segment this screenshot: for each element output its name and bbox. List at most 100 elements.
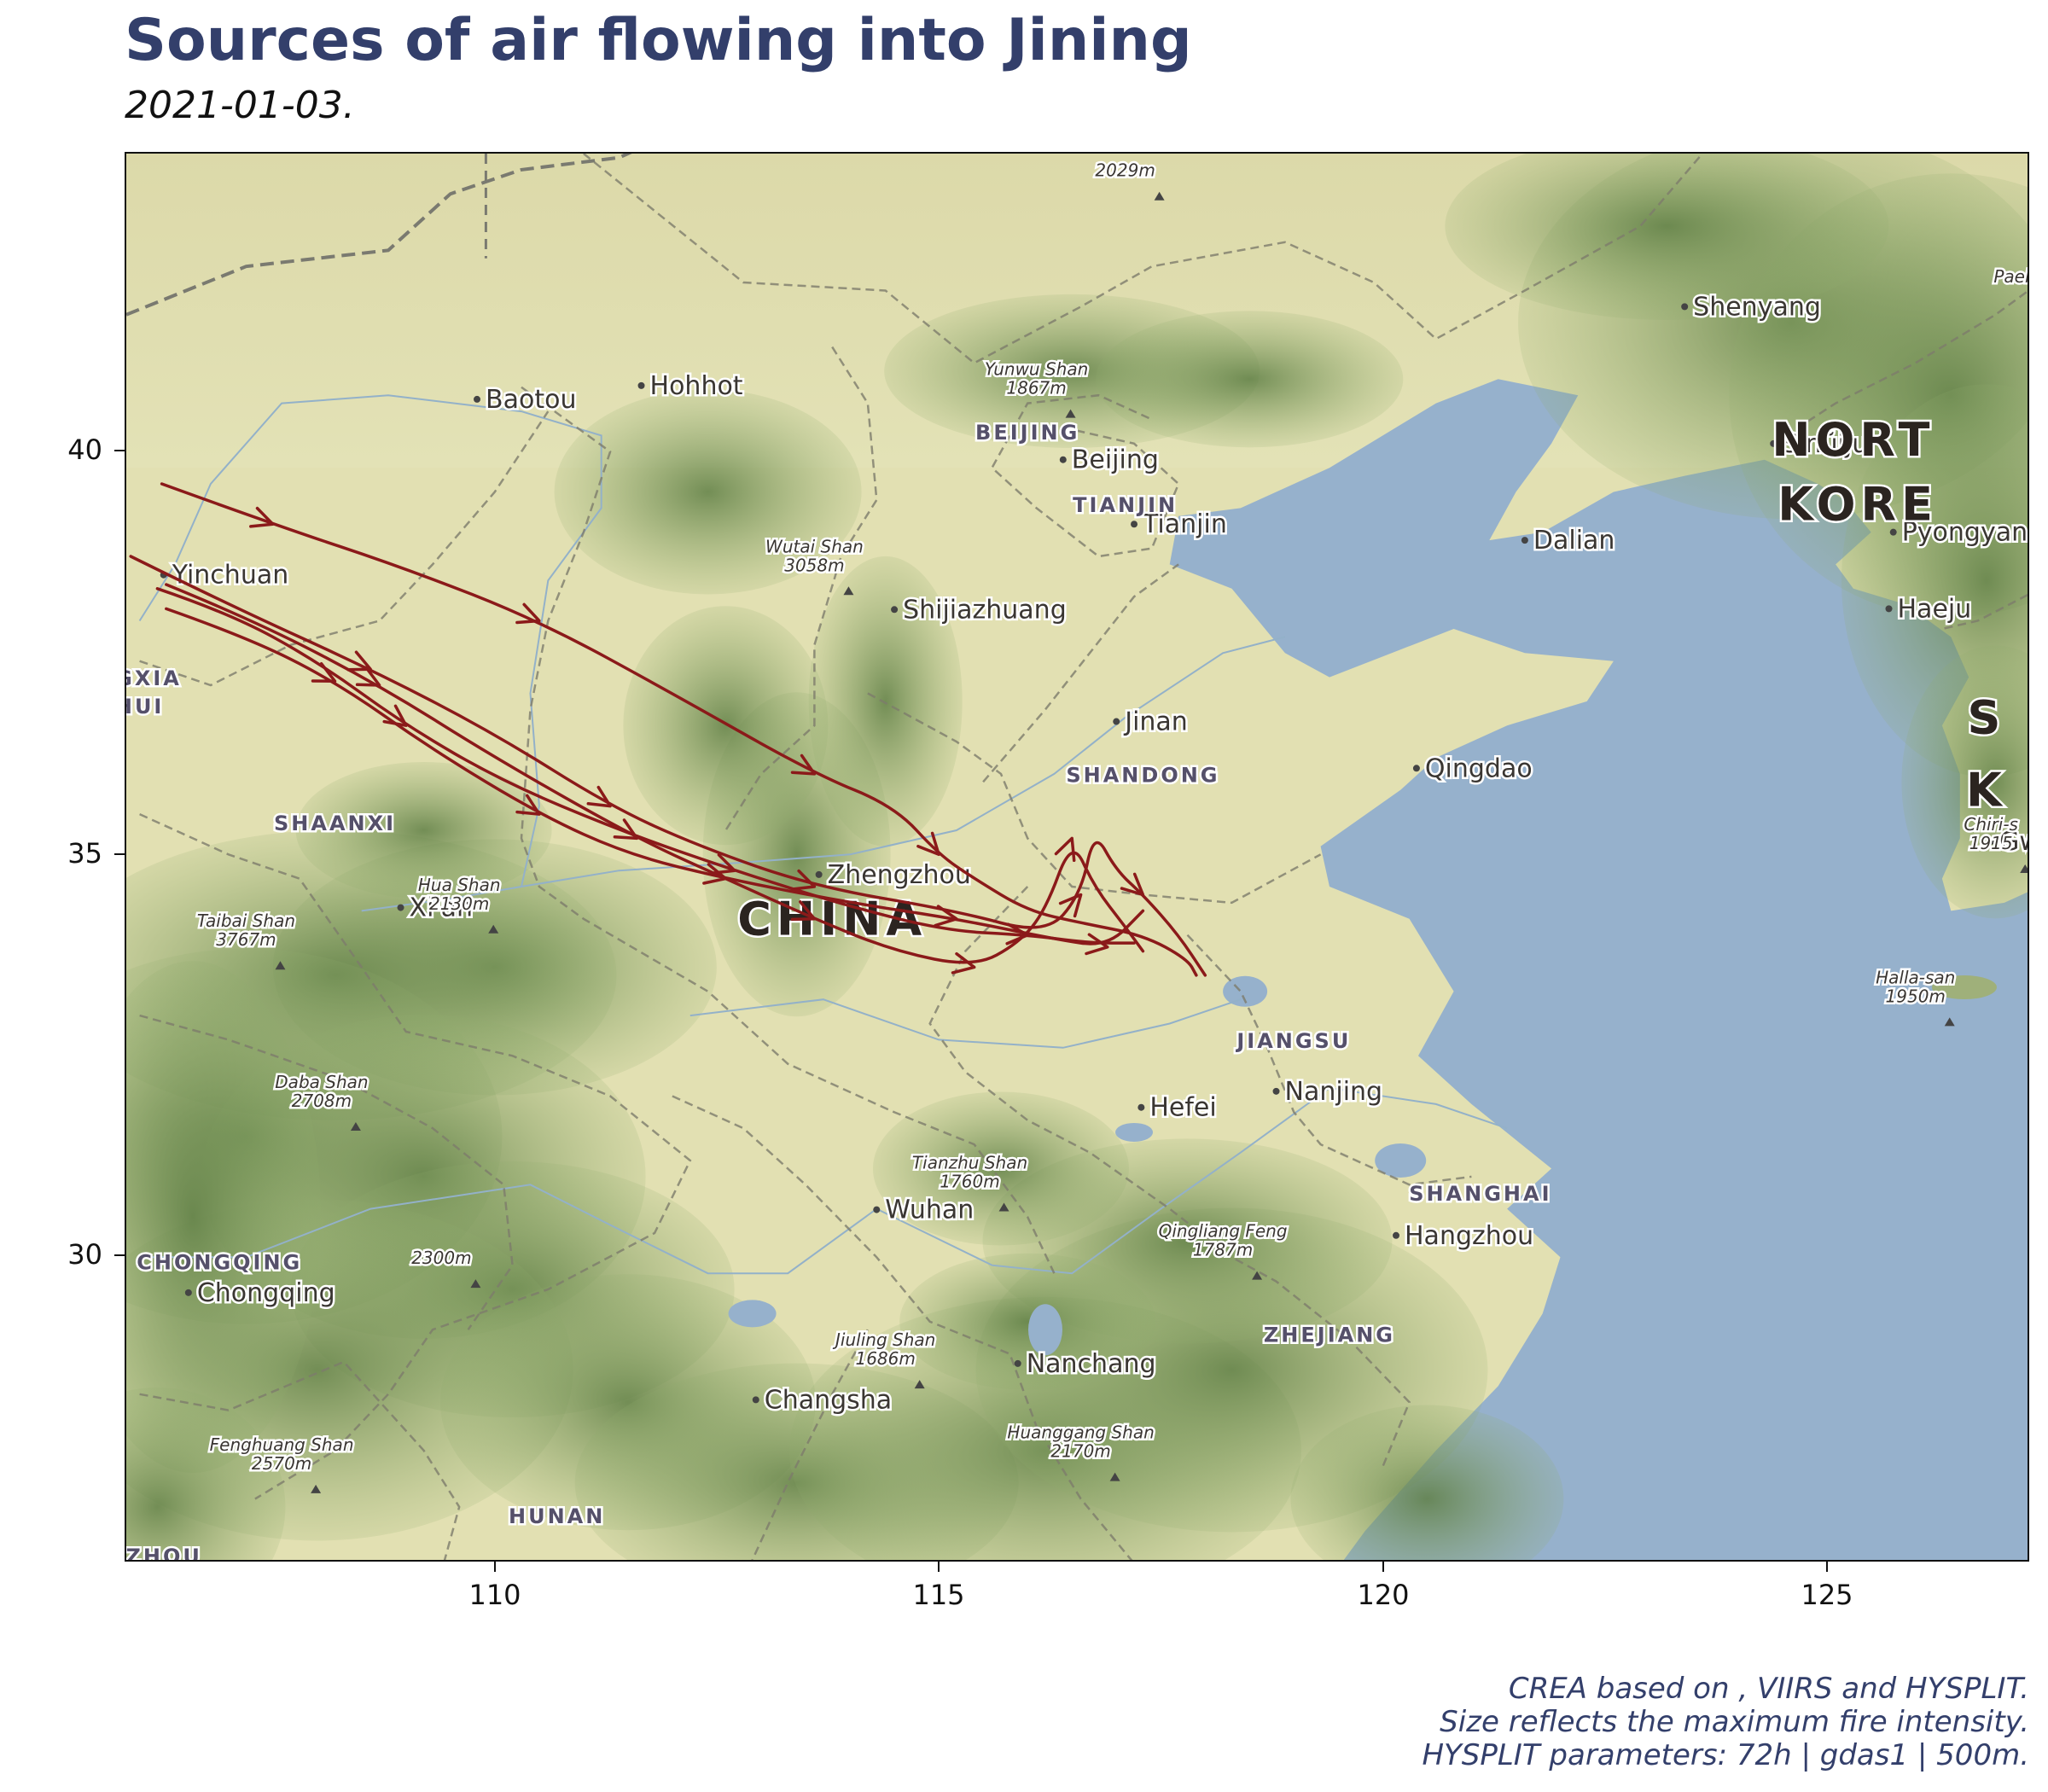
trajectory-2 — [129, 555, 1207, 977]
peak-elevation: 1787m — [1193, 1240, 1253, 1260]
city-label: Wuhan — [885, 1196, 974, 1225]
peak-name: Tianzhu Shan — [912, 1152, 1027, 1172]
sea-area — [1169, 379, 2028, 1560]
peak-marker — [1944, 1017, 1955, 1027]
peak-elevation: 1686m — [855, 1348, 915, 1369]
province-border — [139, 410, 550, 687]
province-border — [982, 563, 1179, 783]
city-dot — [1521, 537, 1528, 544]
peak-elevation: 1867m — [1006, 378, 1066, 399]
map-canvas: ChangchunShenyangBaotouHohhotBeijingTian… — [126, 154, 2029, 1560]
trajectory-arrowhead — [1120, 872, 1145, 897]
caption-line: CREA based on , VIIRS and HYSPLIT. — [1508, 1672, 2029, 1706]
peak-elevation: 1760m — [940, 1171, 999, 1191]
province-border — [751, 1329, 869, 1560]
province-border — [139, 812, 692, 1500]
forest-shading — [623, 606, 829, 846]
caption-line: Size reflects the maximum fire intensity… — [1440, 1705, 2029, 1739]
peak-name: Taibai Shan — [197, 911, 295, 931]
chart-title: Sources of air flowing into Jining — [125, 7, 1192, 74]
city-label: Tianjin — [1142, 509, 1227, 539]
province-border — [672, 1095, 1133, 1560]
city-label: Changsha — [765, 1385, 892, 1415]
peak-name: Fenghuang Shan — [210, 1434, 354, 1455]
peak-name: Wutai Shan — [765, 536, 864, 556]
city-label: Baotou — [486, 385, 576, 415]
trajectory-arrowhead — [934, 905, 958, 928]
peak-name: Huanggang Shan — [1007, 1423, 1154, 1443]
trajectory-arrowhead — [916, 831, 940, 857]
trajectories-layer — [129, 482, 1207, 977]
city-label: Nanchang — [1027, 1349, 1156, 1379]
province-border — [1186, 934, 1472, 1186]
city-dot — [752, 1396, 759, 1404]
region-label: HUI — [126, 695, 164, 719]
river-line — [361, 886, 522, 912]
city-dot — [1681, 303, 1689, 311]
province-border — [1941, 593, 2028, 631]
region-label: SHANGHAI — [1409, 1182, 1551, 1206]
peak-marker — [1252, 1271, 1263, 1280]
peak-name: Jiuling Shan — [832, 1329, 935, 1350]
peak-elevation: 2130m — [429, 893, 489, 914]
trajectory-arrowhead — [613, 818, 639, 841]
peak-marker — [998, 1202, 1009, 1212]
trajectory-arrowhead — [1058, 893, 1083, 918]
map-panel[interactable]: ChangchunShenyangBaotouHohhotBeijingTian… — [125, 152, 2029, 1562]
forest-shading — [295, 761, 552, 899]
poyang-lake — [1027, 1304, 1062, 1356]
jeju-island — [1931, 975, 1997, 1000]
y-tick-label: 40 — [67, 433, 102, 466]
province-border — [867, 692, 1322, 905]
x-tickmark — [494, 1562, 496, 1572]
region-label: BEIJING — [975, 421, 1079, 445]
country-label: NORT — [1772, 413, 1935, 467]
city-dot — [1889, 528, 1897, 536]
region-label: SHAANXI — [274, 812, 396, 835]
city-label: Jinan — [1123, 707, 1188, 737]
city-label: Gwangju — [1999, 827, 2029, 857]
trajectory-arrowhead — [382, 704, 408, 727]
trajectory-arrowhead — [355, 666, 381, 687]
city-dot — [1272, 1087, 1280, 1095]
peak-name: Chiri-s — [1964, 814, 2018, 835]
city-label: Hangzhou — [1405, 1221, 1533, 1251]
city-label: Shenyang — [1693, 292, 1821, 322]
x-tickmark — [1826, 1562, 1828, 1572]
city-dot — [397, 904, 404, 911]
trajectory-arrowhead — [586, 785, 612, 808]
city-label: Dalian — [1533, 526, 1615, 556]
forest-shading — [808, 556, 963, 847]
forest-shading — [1096, 311, 1404, 448]
city-label: Haeju — [1898, 594, 1972, 624]
city-dot — [1131, 521, 1138, 528]
region-label: ZHEJIANG — [1264, 1323, 1395, 1347]
city-label: Hohhot — [650, 371, 743, 401]
province-border — [1772, 289, 2028, 445]
basemap-layer — [126, 154, 2028, 1560]
region-label: HUNAN — [509, 1504, 605, 1528]
trajectory-1 — [160, 482, 1198, 977]
city-dot — [1393, 1231, 1399, 1239]
international-border — [126, 154, 632, 317]
trajectory-arrowhead — [702, 863, 728, 885]
forest-shading — [1290, 1405, 1564, 1560]
peak-name: Hua Shan — [418, 875, 501, 895]
tai-lake — [1375, 1143, 1427, 1178]
hongze-lake — [1223, 975, 1268, 1007]
y-tick-label: 30 — [67, 1238, 102, 1271]
y-tickmark — [114, 853, 125, 855]
forest-shading — [1901, 645, 2028, 919]
place-labels-layer: ChangchunShenyangBaotouHohhotBeijingTian… — [126, 154, 2029, 1560]
city-dot — [184, 1289, 192, 1296]
peak-elevation: 2570m — [252, 1453, 311, 1474]
peak-elevation: 2300m — [411, 1248, 471, 1268]
trajectory-arrowhead — [1054, 836, 1076, 863]
peak-marker — [843, 586, 854, 596]
peak-elevation: 1950m — [1886, 986, 1946, 1006]
caption-line: HYSPLIT parameters: 72h | gdas1 | 500m. — [1422, 1738, 2029, 1772]
chao-lake — [1115, 1122, 1154, 1142]
peak-elevation: 3058m — [784, 555, 844, 575]
city-label: Nanjing — [1285, 1077, 1383, 1107]
trajectory-arrowhead — [951, 951, 976, 975]
